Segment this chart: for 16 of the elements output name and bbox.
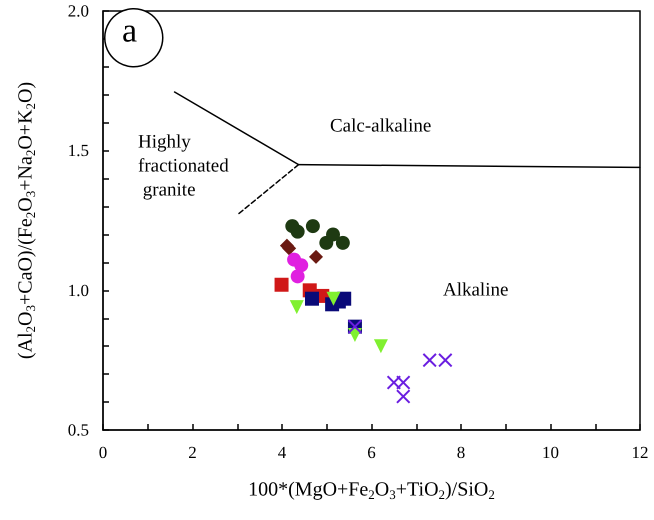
x-tick-label: 10 <box>542 443 559 462</box>
x-tick-label: 12 <box>632 443 648 462</box>
x-tick-label: 4 <box>278 443 287 462</box>
y-tick-label: 2.0 <box>68 2 89 20</box>
annotation: Calc-alkaline <box>330 116 432 136</box>
x-tick-label: 6 <box>367 443 376 462</box>
y-tick-label: 1.0 <box>68 280 89 300</box>
x-tick-label: 0 <box>98 443 108 462</box>
annotation: Alkaline <box>443 280 508 300</box>
y-tick-label: 1.5 <box>68 141 89 160</box>
annotation: a <box>122 12 138 50</box>
x-tick-label: 8 <box>456 443 466 462</box>
text: 0.5 <box>68 420 89 440</box>
x-tick-label: 2 <box>188 443 197 462</box>
text: (Al2O3+CaO)/(Fe2O3+Na2O+K2O) <box>14 82 38 360</box>
annotation: Highly fractionated granite <box>138 132 230 200</box>
